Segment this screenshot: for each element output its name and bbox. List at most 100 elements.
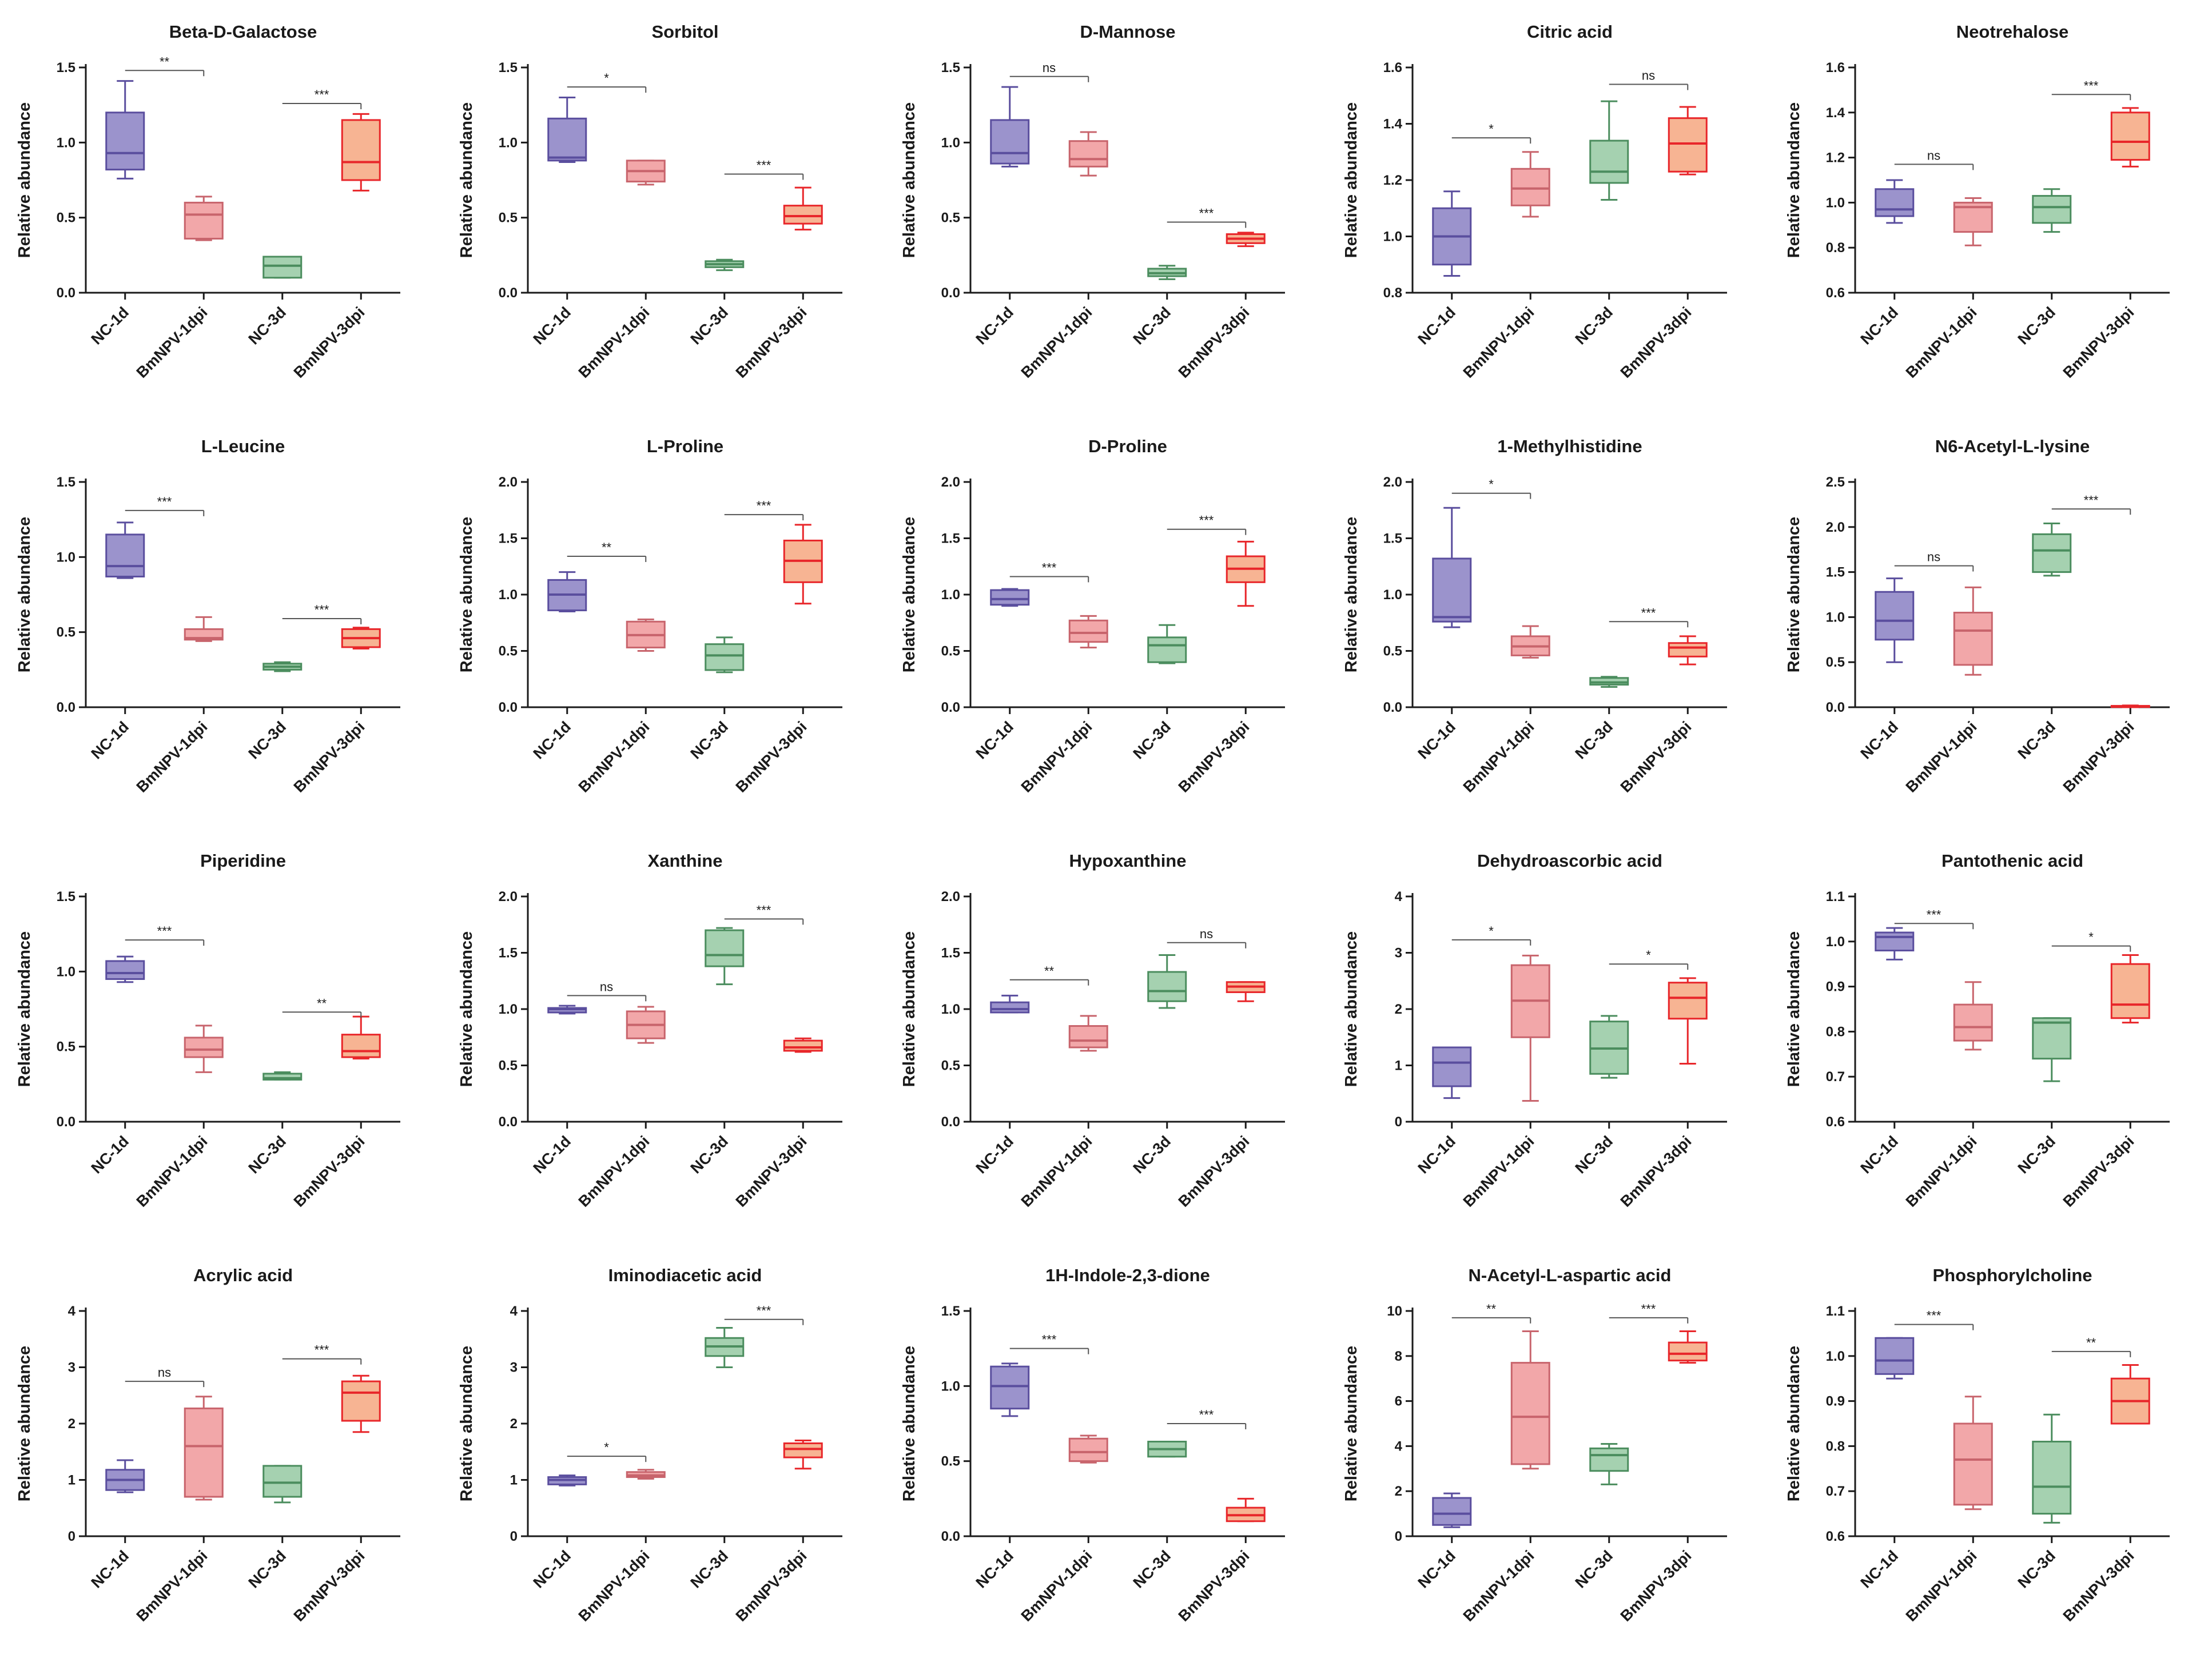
category-label: NC-3d [1130, 1133, 1174, 1177]
box-iqr [1875, 1337, 1915, 1375]
box-nc-3d [705, 1327, 745, 1368]
significance-label: *** [1199, 1408, 1214, 1422]
box-bmnpv-3dpi [783, 1440, 823, 1470]
significance-label: ns [600, 979, 613, 994]
y-tick-label: 1.0 [57, 549, 75, 565]
y-tick-label: 1.0 [1826, 1349, 1845, 1364]
category-label: NC-1d [973, 1547, 1017, 1591]
y-tick-label: 8 [1395, 1349, 1402, 1364]
category-label: NC-1d [1415, 718, 1459, 762]
box-iqr [1589, 1447, 1629, 1472]
chart-panel: L-Leucine Relative abundance 0.0 0.5 1.0 1.5 N… [15, 436, 400, 796]
category-label: NC-1d [88, 718, 132, 762]
category-label: NC-3d [1572, 718, 1616, 762]
y-tick-label: 2.0 [1826, 520, 1845, 535]
category-label: BmNPV-1dpi [1903, 1547, 1980, 1625]
box-bmnpv-1dpi [1510, 954, 1550, 1102]
box-iqr [2032, 1017, 2072, 1060]
box-nc-1d [105, 521, 145, 579]
category-label: BmNPV-1dpi [1018, 718, 1096, 796]
chart-panel: Xanthine Relative abundance 0.0 0.5 1.0 1.5 2.… [457, 851, 842, 1210]
category-label: NC-3d [2015, 718, 2059, 762]
y-tick-label: 0.0 [941, 700, 960, 715]
box-bmnpv-3dpi [1226, 232, 1266, 248]
category-label: NC-1d [88, 1547, 132, 1591]
significance-label: *** [2084, 493, 2099, 507]
box-iqr [341, 119, 381, 181]
y-tick-label: 1 [1395, 1058, 1402, 1074]
box-bmnpv-3dpi [783, 524, 823, 605]
y-axis-label: Relative abundance [1342, 1346, 1360, 1501]
y-tick-label: 1.5 [941, 1304, 960, 1319]
box-bmnpv-1dpi [626, 618, 666, 652]
box-bmnpv-1dpi [1068, 131, 1108, 177]
significance-label: * [604, 1440, 609, 1454]
box-iqr [705, 929, 745, 967]
y-tick-label: 4 [510, 1304, 518, 1319]
y-axis-label: Relative abundance [1342, 102, 1360, 258]
category-label: BmNPV-1dpi [575, 1547, 653, 1625]
category-label: NC-3d [2015, 1133, 2059, 1177]
box-iqr [1432, 557, 1472, 623]
box-nc-3d [1147, 265, 1187, 280]
y-tick-label: 1.5 [941, 60, 960, 75]
category-label: NC-1d [530, 1133, 574, 1177]
box-iqr [547, 117, 587, 162]
chart-title: Acrylic acid [193, 1265, 293, 1285]
category-label: BmNPV-3dpi [733, 1133, 810, 1210]
category-label: BmNPV-1dpi [1018, 304, 1096, 381]
box-nc-1d [1432, 1492, 1472, 1528]
significance-label: *** [757, 903, 771, 917]
significance-label: *** [757, 499, 771, 513]
y-tick-label: 0.5 [941, 644, 960, 659]
y-tick-label: 1 [510, 1473, 518, 1488]
category-label: NC-1d [973, 304, 1017, 348]
category-label: NC-1d [973, 1133, 1017, 1177]
box-bmnpv-3dpi [2110, 107, 2150, 168]
y-tick-label: 0.6 [1826, 1114, 1845, 1130]
category-label: BmNPV-1dpi [1903, 304, 1980, 381]
significance-label: *** [2084, 78, 2099, 93]
category-label: NC-3d [245, 304, 289, 348]
box-iqr [262, 1073, 303, 1081]
y-tick-label: 1.5 [941, 531, 960, 547]
category-label: NC-1d [530, 304, 574, 348]
y-tick-label: 0.0 [1826, 700, 1845, 715]
y-axis-label: Relative abundance [900, 1346, 918, 1501]
y-tick-label: 0.6 [1826, 1529, 1845, 1544]
category-label: BmNPV-3dpi [2060, 1133, 2138, 1210]
box-nc-3d [2032, 522, 2072, 577]
box-bmnpv-3dpi [1226, 1497, 1266, 1523]
box-nc-1d [1875, 927, 1915, 960]
box-iqr [1953, 1003, 1993, 1042]
significance-label: ** [602, 540, 612, 555]
chart-panel: Acrylic acid Relative abundance 0 1 2 3 4 NC-1d… [15, 1265, 400, 1625]
box-iqr [783, 205, 823, 225]
box-nc-3d [705, 636, 745, 673]
y-tick-label: 0.0 [941, 1114, 960, 1130]
category-label: BmNPV-1dpi [575, 718, 653, 796]
y-tick-label: 3 [1395, 946, 1402, 961]
box-bmnpv-3dpi [1668, 106, 1708, 176]
y-axis-label: Relative abundance [457, 931, 476, 1087]
y-tick-label: 2 [1395, 1484, 1402, 1499]
y-tick-label: 1.0 [499, 135, 518, 150]
category-label: BmNPV-3dpi [733, 1547, 810, 1625]
box-nc-1d [1875, 179, 1915, 224]
y-tick-label: 1.0 [1383, 587, 1402, 603]
category-label: NC-1d [1415, 304, 1459, 348]
category-label: BmNPV-3dpi [291, 718, 368, 796]
category-label: BmNPV-1dpi [133, 304, 211, 381]
box-iqr [1589, 140, 1629, 184]
y-tick-label: 1.0 [57, 964, 75, 979]
y-tick-label: 0.0 [57, 1114, 75, 1130]
category-label: BmNPV-3dpi [1175, 1547, 1253, 1625]
y-tick-label: 0.0 [499, 285, 518, 301]
box-iqr [1668, 642, 1708, 657]
category-label: BmNPV-3dpi [1617, 304, 1695, 381]
box-iqr [1668, 982, 1708, 1020]
box-nc-1d [990, 1362, 1030, 1417]
y-tick-label: 0.7 [1826, 1484, 1845, 1499]
y-tick-label: 0.9 [1826, 979, 1845, 995]
